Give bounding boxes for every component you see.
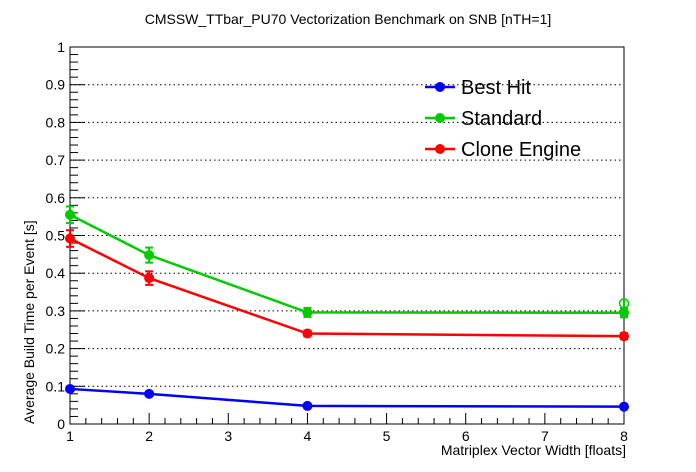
x-tick-label: 1	[66, 428, 74, 444]
x-tick-label: 5	[383, 428, 391, 444]
y-tick-label: 0.4	[46, 265, 66, 281]
data-point	[302, 307, 313, 318]
x-tick-label: 8	[620, 428, 628, 444]
legend-marker	[435, 144, 445, 154]
legend-marker	[435, 82, 445, 92]
y-tick-label: 0.6	[46, 190, 66, 206]
y-tick-label: 0.5	[46, 228, 66, 244]
y-tick-label: 0.2	[46, 341, 66, 357]
data-point	[302, 328, 313, 339]
series-group	[65, 205, 630, 412]
series-line	[69, 237, 625, 338]
data-point	[144, 388, 155, 399]
data-point	[302, 400, 313, 411]
x-tick-label: 7	[541, 428, 549, 444]
legend-label: Best Hit	[461, 77, 531, 99]
series-clone-engine	[65, 229, 629, 342]
axis-ticks: 0 0.1 0.2 0.3 0.4 0.5 0.6 0.7 0.8 0.9 1 1 2 3 4 5 6 7 8	[46, 39, 629, 444]
legend-label: Standard	[461, 108, 542, 130]
legend: Best Hit Standard Clone Engine	[425, 77, 581, 161]
y-tick-label: 0.3	[46, 303, 66, 319]
x-tick-label: 4	[304, 428, 312, 444]
x-tick-label: 3	[224, 428, 232, 444]
series-line	[69, 387, 625, 408]
legend-marker	[435, 113, 445, 123]
legend-label: Clone Engine	[461, 139, 581, 161]
data-point	[65, 209, 75, 220]
data-point	[619, 401, 629, 412]
data-point	[65, 233, 75, 244]
y-tick-label: 0.7	[46, 152, 66, 168]
data-point	[619, 331, 629, 342]
y-tick-label: 1	[57, 39, 65, 55]
y-tick-label: 0.9	[46, 77, 66, 93]
y-tick-label: 0.8	[46, 114, 66, 130]
x-tick-label: 2	[145, 428, 153, 444]
series-line	[69, 213, 625, 315]
plot-frame	[69, 46, 625, 425]
open-data-point	[618, 298, 630, 309]
data-point	[65, 383, 75, 394]
y-tick-label: 0.1	[46, 378, 66, 394]
y-tick-label: 0	[57, 416, 65, 432]
data-point	[619, 307, 629, 318]
chart-title: CMSSW_TTbar_PU70 Vectorization Benchmark…	[145, 11, 552, 27]
data-point	[144, 273, 155, 284]
series-standard	[65, 205, 629, 319]
y-axis-label: Average Build Time per Event [s]	[21, 220, 37, 424]
x-tick-label: 6	[462, 428, 470, 444]
series-best-hit	[65, 383, 629, 412]
x-axis-label: Matriplex Vector Width [floats]	[441, 442, 626, 458]
data-point	[144, 250, 155, 261]
